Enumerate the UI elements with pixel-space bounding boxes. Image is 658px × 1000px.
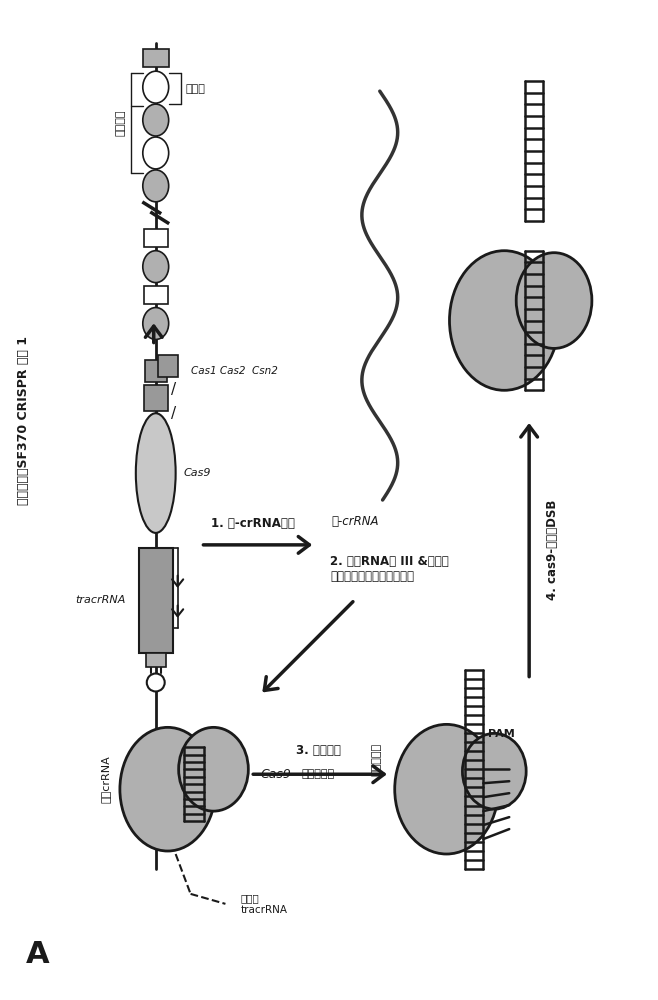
Ellipse shape: [395, 724, 498, 854]
Text: 加工的
tracrRNA: 加工的 tracrRNA: [240, 893, 288, 915]
Ellipse shape: [178, 727, 248, 811]
Text: 2. 通过RNA酶 III &一种或
多种未知核酸酶进行的成熟: 2. 通过RNA酶 III &一种或 多种未知核酸酶进行的成熟: [330, 555, 449, 583]
Text: 成熟crRNA: 成熟crRNA: [101, 755, 111, 803]
Bar: [143, 49, 168, 67]
Text: Cas9: Cas9: [261, 768, 291, 781]
Ellipse shape: [449, 251, 559, 390]
Ellipse shape: [136, 413, 176, 533]
Text: 前-crRNA: 前-crRNA: [331, 515, 378, 528]
Text: 间隔子: 间隔子: [186, 84, 205, 94]
Text: Cas1 Cas2  Csn2: Cas1 Cas2 Csn2: [191, 366, 278, 376]
Ellipse shape: [143, 104, 168, 136]
Ellipse shape: [143, 308, 168, 339]
Text: 1. 前-crRNA转录: 1. 前-crRNA转录: [211, 517, 295, 530]
Ellipse shape: [143, 137, 168, 169]
Ellipse shape: [143, 71, 168, 103]
Ellipse shape: [143, 251, 168, 283]
Text: 3. 靶标识别: 3. 靶标识别: [295, 744, 340, 757]
Bar: [144, 385, 168, 411]
Bar: [144, 229, 168, 247]
Bar: [144, 286, 168, 304]
Text: 化脓链球菌SF370 CRISPR 座位 1: 化脓链球菌SF370 CRISPR 座位 1: [17, 336, 30, 505]
Bar: [139, 548, 172, 653]
Ellipse shape: [517, 253, 592, 348]
Text: PAM: PAM: [488, 729, 515, 739]
Text: tracrRNA: tracrRNA: [76, 595, 126, 605]
Text: 4. cas9-介导的DSB: 4. cas9-介导的DSB: [546, 500, 559, 600]
Text: 同向重复: 同向重复: [116, 110, 126, 136]
Text: A: A: [26, 940, 50, 969]
Text: Cas9: Cas9: [184, 468, 211, 478]
Bar: [145, 360, 166, 382]
Ellipse shape: [143, 170, 168, 202]
Text: 原型间隔子: 原型间隔子: [372, 743, 382, 776]
Ellipse shape: [463, 733, 526, 809]
Ellipse shape: [147, 674, 164, 691]
Bar: [158, 355, 178, 377]
Bar: [146, 653, 166, 667]
Ellipse shape: [120, 727, 215, 851]
Text: 原型间隔子: 原型间隔子: [301, 769, 335, 779]
Text: /: /: [171, 406, 176, 421]
Text: /: /: [171, 382, 176, 397]
